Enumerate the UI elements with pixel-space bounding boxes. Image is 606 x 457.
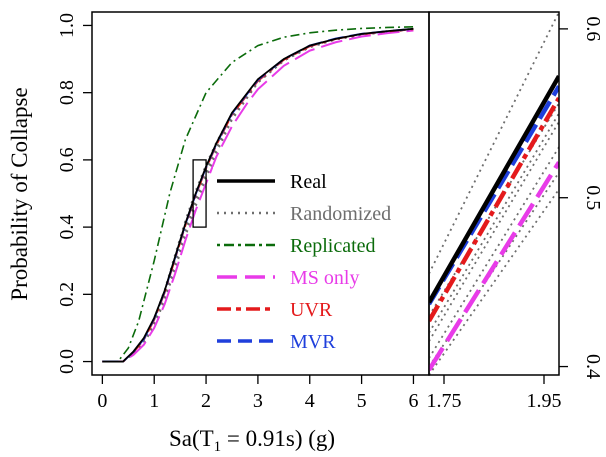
legend-label: Real: [290, 171, 327, 193]
x-tick-label: 3: [253, 390, 263, 412]
inset-series-line-randomized: [429, 188, 559, 375]
inset-series-line-randomized: [429, 12, 559, 275]
legend-item-mvr: MVR: [217, 331, 336, 353]
y-axis-title: Probability of Collapse: [7, 87, 32, 300]
legend-label: UVR: [290, 299, 333, 321]
y-tick-label: 0.8: [56, 80, 78, 105]
x-tick-label: 4: [305, 390, 315, 412]
inset-series-line-randomized: [429, 146, 559, 359]
x-tick-label: 1: [149, 390, 159, 412]
inset-y-axis: 0.4 0.5 0.6: [559, 16, 604, 379]
legend-label: Replicated: [290, 235, 376, 257]
inset-series-line-real: [429, 75, 559, 304]
x-axis-title-suffix: = 0.91s) (g): [221, 426, 335, 451]
legend-item-ms-only: MS only: [217, 267, 359, 289]
legend-item-real: Real: [217, 171, 327, 193]
legend-item-replicated: Replicated: [217, 235, 376, 257]
inset-series-line-randomized: [429, 121, 559, 342]
inset-y-tick-label: 0.4: [582, 354, 604, 379]
x-axis-title: Sa(T1 = 0.91s) (g): [169, 426, 335, 455]
inset-x-tick-label: 1.75: [427, 390, 462, 412]
inset-plot-frame: [428, 11, 560, 376]
y-tick-label: 0.6: [56, 147, 78, 172]
legend: Real Randomized Replicated MS only UVR MVR: [213, 167, 423, 365]
legend-background: [213, 167, 423, 365]
inset-x-axis: 1.75 1.95: [427, 375, 562, 412]
inset-series-line-randomized: [429, 112, 559, 334]
x-tick-label: 5: [357, 390, 367, 412]
inset-series-line-ms-only: [429, 161, 559, 372]
legend-item-uvr: UVR: [217, 299, 333, 321]
main-y-axis: 0.0 0.2 0.4 0.6 0.8 1.0: [56, 13, 92, 374]
x-tick-label: 2: [201, 390, 211, 412]
zoom-inset-panel: 1.75 1.95 0.4 0.5 0.6: [427, 11, 604, 412]
series-line-real: [102, 27, 414, 363]
zoom-region-box: [192, 159, 207, 228]
inset-x-tick-label: 1.95: [527, 390, 562, 412]
y-tick-label: 0.2: [56, 282, 78, 307]
x-tick-label: 0: [97, 390, 107, 412]
y-tick-label: 0.4: [56, 215, 78, 240]
x-axis-title-prefix: Sa(T: [169, 426, 214, 451]
legend-label: MVR: [290, 331, 336, 353]
x-axis-title-subscript: 1: [214, 439, 222, 455]
legend-item-randomized: Randomized: [217, 203, 391, 225]
x-tick-label: 6: [408, 390, 418, 412]
main-x-axis: 0 1 2 3 4 5 6: [97, 375, 418, 412]
legend-label: Randomized: [290, 203, 391, 225]
y-tick-label: 1.0: [56, 13, 78, 38]
inset-y-tick-label: 0.6: [582, 16, 604, 41]
inset-y-tick-label: 0.5: [582, 185, 604, 210]
main-plot-panel: 0 1 2 3 4 5 6 0.0 0.2 0.4 0.6 0.8 1.0: [56, 11, 430, 412]
inset-series-line-uvr: [429, 96, 559, 323]
series-line-ms-only: [102, 29, 414, 363]
legend-label: MS only: [290, 267, 359, 289]
y-tick-label: 0.0: [56, 349, 78, 374]
series-line-replicated: [102, 25, 414, 363]
